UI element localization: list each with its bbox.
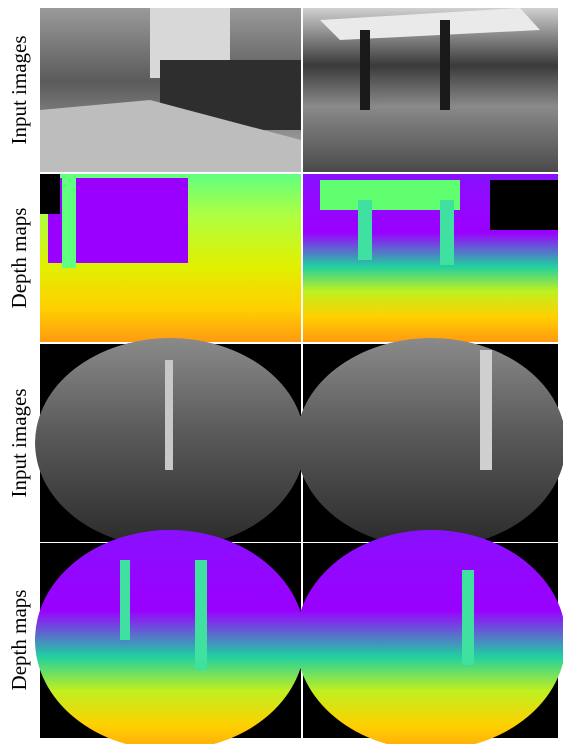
row-label: Depth maps (7, 590, 31, 691)
row-label: Input images (7, 388, 31, 497)
figure: Input images Depth maps Input images Dep… (0, 0, 563, 744)
input-image (303, 8, 558, 172)
depth-map (40, 174, 301, 342)
input-image (40, 8, 301, 172)
depth-map (290, 530, 563, 744)
row-label: Depth maps (7, 208, 31, 309)
input-image (35, 338, 305, 548)
depth-map (30, 530, 320, 744)
row-label: Input images (7, 35, 31, 144)
depth-map (303, 174, 558, 342)
input-image (296, 338, 563, 548)
